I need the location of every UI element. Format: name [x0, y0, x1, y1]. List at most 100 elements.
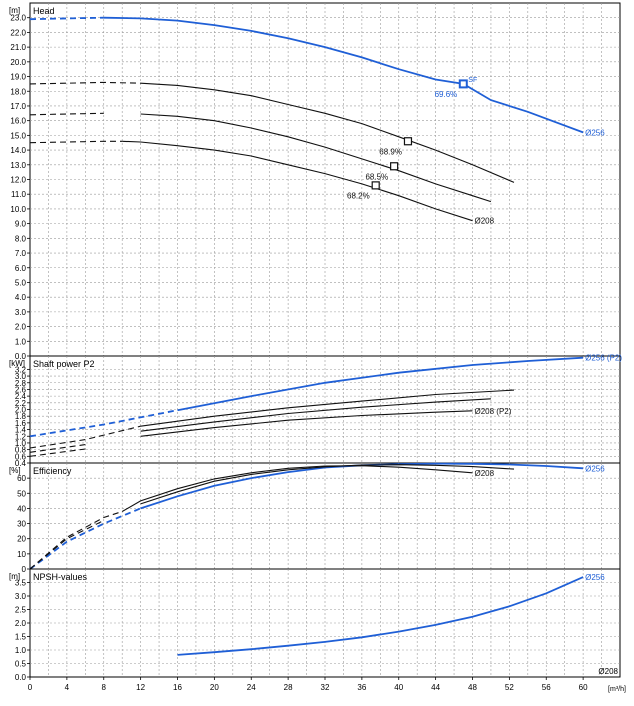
head-series-1-line — [140, 82, 515, 183]
head-ytick-label: 18.0 — [10, 87, 26, 96]
x-tick-label: 28 — [284, 683, 293, 692]
power-ytick-label: 2.4 — [15, 392, 27, 401]
head-series-label: Ø208 — [475, 217, 495, 226]
x-axis-unit-label: [m³/h] — [608, 686, 626, 693]
power-series-label: Ø208 (P2) — [475, 407, 512, 416]
x-tick-label: 16 — [173, 683, 182, 692]
x-tick-label: 52 — [505, 683, 514, 692]
npsh-ytick-label: 1.0 — [15, 646, 27, 655]
duty-point-tag: SF — [468, 77, 477, 84]
head-ytick-label: 3.0 — [15, 308, 27, 317]
head-series-label: Ø256 — [585, 128, 605, 137]
efficiency-series-label: Ø256 — [585, 464, 605, 473]
head-series-1-dashed — [29, 81, 141, 85]
efficiency-series-1-line — [140, 464, 515, 505]
power-ytick-label: 0.4 — [15, 459, 27, 468]
power-unit-label: [kW] — [9, 359, 25, 368]
head-panel-title: Head — [33, 6, 55, 16]
npsh-ytick-label: 2.5 — [15, 606, 27, 615]
npsh-ytick-label: 2.0 — [15, 619, 27, 628]
power-series-label: Ø256 (P2) — [585, 354, 622, 363]
power-ytick-label: 2.6 — [15, 385, 27, 394]
head-series-2-dashed — [29, 112, 104, 116]
power-series-0-dashed — [29, 409, 178, 438]
power-ytick-label: 2.2 — [15, 399, 27, 408]
duty-point-marker — [403, 137, 413, 146]
head-ytick-label: 6.0 — [15, 264, 27, 273]
efficiency-series-0-dashed — [29, 507, 141, 570]
x-tick-label: 4 — [65, 683, 70, 692]
power-ytick-label: 1.6 — [15, 419, 27, 428]
npsh-footer-label: Ø208 — [598, 667, 618, 676]
head-ytick-label: 0.0 — [15, 352, 27, 361]
npsh-series-0-line — [177, 576, 584, 656]
power-ytick-label: 2.0 — [15, 406, 27, 415]
efficiency-ytick-label: 10 — [17, 550, 26, 559]
head-ytick-label: 23.0 — [10, 14, 26, 23]
efficiency-series-2-dashed — [29, 510, 123, 570]
efficiency-ytick-label: 60 — [17, 474, 26, 483]
head-ytick-label: 21.0 — [10, 43, 26, 52]
npsh-ytick-label: 1.5 — [15, 633, 27, 642]
x-tick-label: 44 — [431, 683, 440, 692]
power-panel-title: Shaft power P2 — [33, 359, 95, 369]
head-ytick-label: 20.0 — [10, 58, 26, 67]
npsh-ytick-label: 0.5 — [15, 660, 27, 669]
head-ytick-label: 9.0 — [15, 220, 27, 229]
head-ytick-label: 2.0 — [15, 323, 27, 332]
head-series-3-dashed — [29, 140, 123, 144]
head-ytick-label: 17.0 — [10, 102, 26, 111]
x-tick-label: 20 — [210, 683, 219, 692]
head-series-2-line — [140, 113, 492, 203]
power-ytick-label: 2.8 — [15, 379, 27, 388]
x-tick-label: 12 — [136, 683, 145, 692]
x-tick-label: 0 — [28, 683, 33, 692]
head-series-0-line — [103, 16, 584, 134]
npsh-ytick-label: 0.0 — [15, 673, 27, 682]
duty-point-marker — [458, 79, 468, 89]
head-ytick-label: 7.0 — [15, 249, 27, 258]
x-tick-label: 60 — [579, 683, 588, 692]
power-series-3-line — [140, 410, 473, 437]
head-ytick-label: 1.0 — [15, 337, 27, 346]
head-ytick-label: 10.0 — [10, 205, 26, 214]
head-ytick-label: 22.0 — [10, 28, 26, 37]
x-tick-label: 40 — [394, 683, 403, 692]
duty-point-marker — [390, 162, 399, 171]
npsh-unit-label: [m] — [9, 572, 20, 581]
head-series-3-line — [122, 140, 473, 222]
efficiency-unit-label: [%] — [9, 466, 21, 475]
efficiency-panel-title: Efficiency — [33, 466, 72, 476]
head-ytick-label: 14.0 — [10, 146, 26, 155]
head-ytick-label: 12.0 — [10, 176, 26, 185]
x-tick-label: 48 — [468, 683, 477, 692]
head-ytick-label: 19.0 — [10, 73, 26, 82]
efficiency-ytick-label: 20 — [17, 535, 26, 544]
efficiency-series-2-line — [121, 465, 473, 512]
x-tick-label: 24 — [247, 683, 256, 692]
npsh-ytick-label: 3.0 — [15, 592, 27, 601]
power-ytick-label: 1.8 — [15, 412, 27, 421]
head-ytick-label: 5.0 — [15, 278, 27, 287]
x-tick-label: 36 — [357, 683, 366, 692]
power-ytick-label: 3.0 — [15, 372, 27, 381]
head-ytick-label: 15.0 — [10, 131, 26, 140]
power-ytick-label: 1.4 — [15, 426, 27, 435]
power-ytick-label: 3.2 — [15, 365, 27, 374]
head-ytick-label: 13.0 — [10, 161, 26, 170]
x-tick-label: 32 — [321, 683, 330, 692]
npsh-ytick-label: 3.5 — [15, 579, 27, 588]
head-ytick-label: 4.0 — [15, 293, 27, 302]
head-ytick-label: 16.0 — [10, 117, 26, 126]
npsh-panel-title: NPSH-values — [33, 572, 88, 582]
efficiency-ytick-label: 40 — [17, 504, 26, 513]
efficiency-ytick-label: 30 — [17, 520, 26, 529]
duty-point-marker — [371, 181, 380, 190]
power-ytick-label: 1.2 — [15, 432, 27, 441]
power-series-2-line — [140, 398, 491, 432]
head-unit-label: [m] — [9, 6, 20, 15]
efficiency-ytick-label: 50 — [17, 489, 26, 498]
power-series-0-line — [177, 356, 584, 412]
power-ytick-label: 0.8 — [15, 446, 27, 455]
